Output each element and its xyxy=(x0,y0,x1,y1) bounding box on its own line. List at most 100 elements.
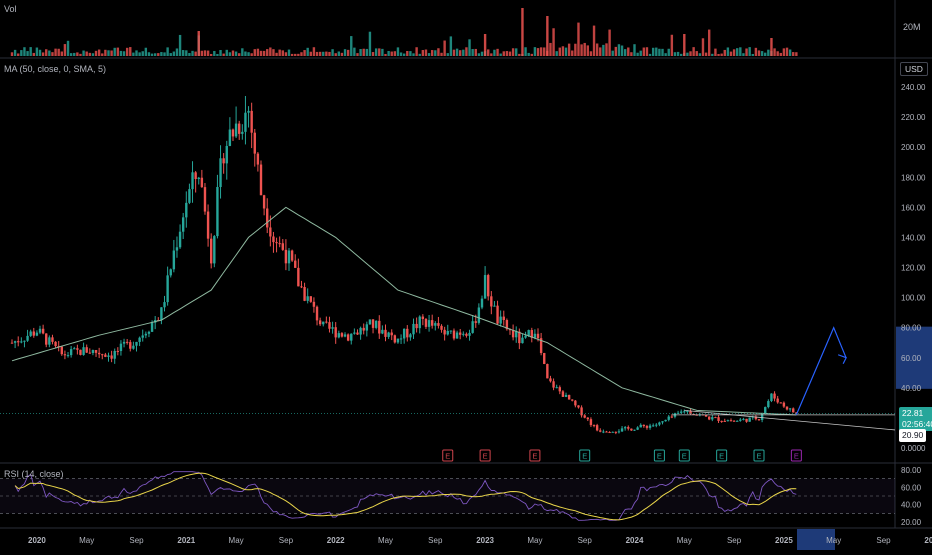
candle-body xyxy=(63,354,67,356)
volume-bar xyxy=(714,48,717,56)
candle-body xyxy=(745,418,748,422)
candle-body xyxy=(166,275,169,303)
volume-bar xyxy=(325,51,328,56)
volume-bar xyxy=(284,52,288,56)
earnings-marker-label: E xyxy=(756,452,761,461)
volume-bar xyxy=(642,47,646,56)
earnings-marker-label: E xyxy=(483,452,488,461)
candle-body xyxy=(269,227,272,237)
candle-body xyxy=(533,333,537,338)
volume-bar xyxy=(595,43,599,56)
volume-bar xyxy=(701,38,705,56)
time-tick-label: Sep xyxy=(428,536,443,545)
candle-body xyxy=(627,427,630,429)
candle-body xyxy=(421,316,425,320)
volume-bar xyxy=(623,49,627,56)
candle-body xyxy=(651,425,655,427)
candle-body xyxy=(197,177,200,180)
candle-body xyxy=(655,424,658,426)
volume-bar xyxy=(421,50,425,56)
candle-body xyxy=(760,413,764,421)
volume-bar xyxy=(434,50,437,56)
volume-bar xyxy=(359,49,362,56)
volume-bar xyxy=(440,52,443,56)
candle-body xyxy=(122,341,126,344)
volume-bar xyxy=(695,51,698,56)
candle-body xyxy=(399,338,403,340)
time-tick-label: 2021 xyxy=(177,536,195,545)
candle-body xyxy=(499,316,502,324)
candle-body xyxy=(346,334,350,341)
volume-bar xyxy=(51,52,54,56)
candle-body xyxy=(402,328,406,339)
candle-body xyxy=(502,316,505,321)
volume-bar xyxy=(48,50,51,56)
volume-bar xyxy=(297,53,300,56)
volume-spike xyxy=(770,38,773,56)
volume-bar xyxy=(234,51,238,56)
candle-body xyxy=(776,398,779,403)
volume-bar xyxy=(592,25,596,56)
volume-bar xyxy=(147,52,151,56)
volume-bar xyxy=(350,36,353,56)
candle-body xyxy=(371,319,375,328)
volume-bar xyxy=(490,53,493,56)
volume-bar xyxy=(462,49,465,56)
volume-bar xyxy=(17,53,20,56)
volume-bar xyxy=(679,53,683,56)
candle-body xyxy=(228,129,232,146)
volume-spike xyxy=(521,8,524,56)
countdown: 02:56:40 xyxy=(902,419,932,429)
candle-body xyxy=(770,393,773,402)
candle-body xyxy=(175,247,179,251)
candle-body xyxy=(493,305,496,307)
candle-body xyxy=(792,408,795,413)
volume-bar xyxy=(157,53,160,56)
candle-body xyxy=(642,424,646,427)
candle-body xyxy=(287,250,291,264)
volume-bar xyxy=(689,51,692,56)
candle-body xyxy=(564,394,568,397)
volume-bar xyxy=(580,44,583,56)
ma50-line xyxy=(11,206,797,416)
volume-bar xyxy=(20,50,23,56)
volume-bar xyxy=(97,49,101,56)
volume-bar xyxy=(241,48,244,56)
volume-bar xyxy=(779,52,782,56)
candle-body xyxy=(213,236,216,264)
candle-body xyxy=(20,341,23,343)
volume-bar xyxy=(633,44,636,56)
candle-body xyxy=(617,431,621,433)
candle-body xyxy=(315,306,319,321)
candle-body xyxy=(767,401,770,408)
candle-body xyxy=(490,296,493,307)
earnings-marker xyxy=(790,449,802,462)
candle-body xyxy=(583,415,586,418)
volume-bar xyxy=(406,50,409,56)
volume-bar xyxy=(459,50,462,56)
candle-body xyxy=(667,416,670,420)
candle-body xyxy=(384,329,387,337)
candle-body xyxy=(577,405,580,408)
currency-button[interactable]: USD xyxy=(900,62,928,76)
candle-body xyxy=(219,158,222,188)
candle-body xyxy=(10,342,14,344)
volume-bar xyxy=(639,50,642,56)
price-tick-label: 160.00 xyxy=(901,203,926,212)
candle-body xyxy=(306,296,309,301)
volume-bar xyxy=(85,51,88,56)
candle-body xyxy=(172,250,176,270)
candle-body xyxy=(539,338,543,354)
candle-body xyxy=(427,320,431,327)
earnings-marker-label: E xyxy=(682,452,687,461)
candle-body xyxy=(524,335,527,338)
volume-bar xyxy=(487,49,490,56)
candle-body xyxy=(782,402,786,407)
candle-body xyxy=(465,333,468,336)
volume-bar xyxy=(676,51,680,56)
candle-body xyxy=(729,420,733,422)
time-tick-label: Sep xyxy=(876,536,891,545)
volume-bar xyxy=(655,47,658,56)
